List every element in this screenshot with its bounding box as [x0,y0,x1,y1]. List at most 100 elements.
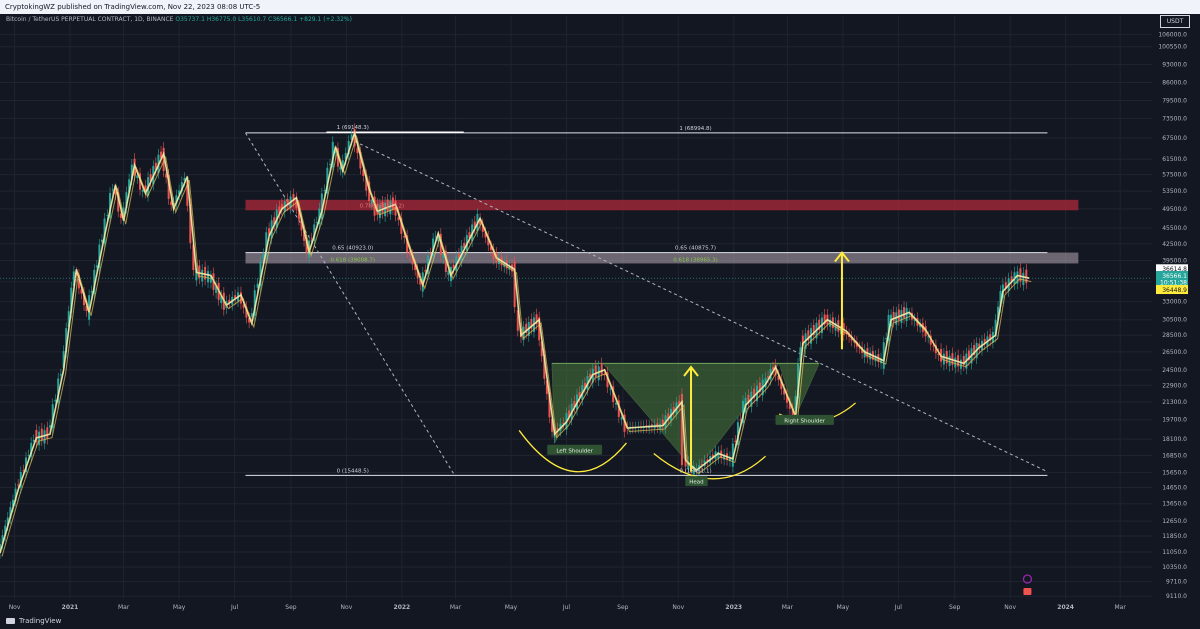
candle-body [1025,269,1028,284]
right-shoulder-label-box [775,414,834,425]
candle-body [615,402,618,405]
x-tick-label: 2021 [62,604,79,611]
candle-body [612,386,615,403]
candle-body [406,235,409,253]
tradingview-logo-icon [6,618,15,624]
candle-body [125,192,128,208]
candle-body [583,383,586,388]
candle-body [680,393,683,466]
candle-body [242,304,245,308]
candle-body [111,189,114,191]
candle-body [700,464,703,466]
candle-body [892,311,895,322]
fib-0618-zone [245,252,1079,264]
left-shoulder-label-box [547,444,603,455]
candle-body [717,451,720,458]
candle-body [424,270,427,272]
candle-body [198,265,201,279]
candle-body [932,345,935,347]
fib-label-0-mid: 0 (15461.1) [679,468,711,474]
candle-body [692,466,695,475]
candle-body [573,401,576,408]
candle-body [106,215,109,216]
candle-body [734,440,737,442]
candle-body [978,343,981,348]
earnings-flag-icon [1023,588,1032,595]
candle-body [386,199,389,212]
x-tick-label: 2023 [725,604,742,611]
candle-body [280,204,283,210]
candle-body [801,335,804,346]
candle-body [119,213,122,218]
candle-body [934,345,937,354]
candle-body [192,244,195,271]
candle-body [492,249,495,259]
candle-body [411,254,414,265]
candle-body [370,199,373,204]
candle-body [77,274,80,289]
candle-body [35,430,38,442]
y-tick-label: 28500.0 [1162,332,1187,339]
candle-body [90,291,93,293]
ohlc-open: O35737.1 [175,16,205,23]
fib-label-1-left: 1 (69148.3) [337,125,369,131]
candle-body [731,443,734,467]
candle-body [117,192,120,212]
ohlc-low: L35610.7 [238,16,267,23]
candle-body [945,351,948,364]
x-tick-label: 2022 [394,604,411,611]
candle-body [880,358,883,364]
candle-body [530,319,533,329]
ma-line [0,129,1030,554]
candle-body [543,354,546,379]
candle-body [999,291,1002,307]
candle-body [4,525,7,536]
y-tick-label: 10350.0 [1162,564,1187,571]
candle-body [487,236,490,246]
y-tick-label: 13650.0 [1162,501,1187,508]
candle-body [17,484,20,486]
candle-body [409,251,412,256]
candle-body [706,459,709,462]
candle-body [484,232,487,238]
candle-body [62,351,65,368]
currency-selector[interactable]: USDT [1160,15,1190,28]
candle-body [189,204,192,244]
candle-body [19,472,22,488]
y-tick-label: 39500.0 [1162,258,1187,265]
candle-body [239,292,242,304]
candle-body [350,134,353,140]
price-badge-label: 36448.9 [1162,287,1187,294]
candle-body [27,455,30,457]
candle-body [373,196,376,216]
candle-body [885,338,888,340]
candle-body [416,269,419,279]
candle-body [273,217,276,225]
y-tick-label: 21300.0 [1162,399,1187,406]
fib-label-0786-left: 0.786 (50179.2) [360,204,405,210]
candle-body [758,382,761,393]
candle-body [14,488,17,501]
candle-body [378,204,381,218]
candle-body [962,355,965,366]
candle-body [109,192,112,219]
y-tick-label: 26500.0 [1162,349,1187,356]
candle-body [954,357,957,368]
price-chart[interactable]: 1 (69148.3) 1 (68994.8) 0.786 (50179.2) 0.6… [0,14,1200,614]
candle-body [234,295,237,300]
candle-body [6,517,9,525]
candle-body [250,313,253,317]
candle-body [997,306,1000,320]
candle-body [942,353,945,365]
candle-body [807,330,810,341]
price-badge [1156,271,1188,281]
candle-body [919,324,922,328]
candle-body [353,129,356,147]
candle-body [667,413,670,419]
y-tick-label: 12650.0 [1162,518,1187,525]
candle-body [265,232,268,257]
candle-body [794,396,797,410]
y-tick-label: 49500.0 [1162,206,1187,213]
y-tick-label: 33000.0 [1162,299,1187,306]
y-tick-label: 73500.0 [1162,115,1187,122]
